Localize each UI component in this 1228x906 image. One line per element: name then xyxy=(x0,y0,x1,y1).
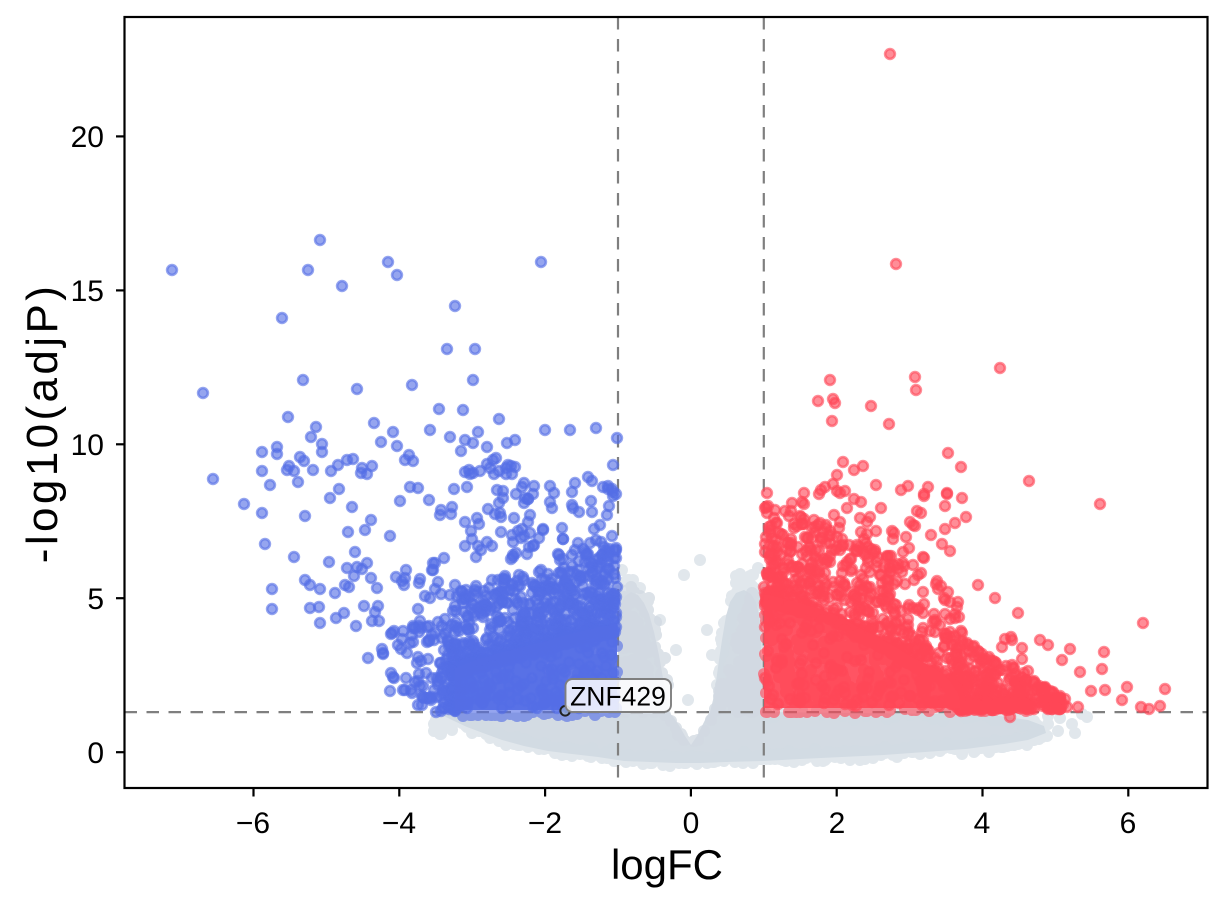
svg-text:4: 4 xyxy=(974,807,991,840)
svg-text:10: 10 xyxy=(71,429,104,462)
svg-text:-log10(adjP): -log10(adjP) xyxy=(18,283,67,563)
svg-text:0: 0 xyxy=(87,737,104,770)
svg-text:−6: −6 xyxy=(236,807,270,840)
svg-text:6: 6 xyxy=(1120,807,1137,840)
svg-text:2: 2 xyxy=(829,807,846,840)
svg-text:ZNF429: ZNF429 xyxy=(570,682,666,712)
svg-text:20: 20 xyxy=(71,121,104,154)
svg-text:15: 15 xyxy=(71,275,104,308)
svg-text:5: 5 xyxy=(87,583,104,616)
svg-text:logFC: logFC xyxy=(611,841,723,888)
svg-text:−4: −4 xyxy=(382,807,416,840)
svg-text:−2: −2 xyxy=(528,807,562,840)
svg-text:0: 0 xyxy=(683,807,700,840)
